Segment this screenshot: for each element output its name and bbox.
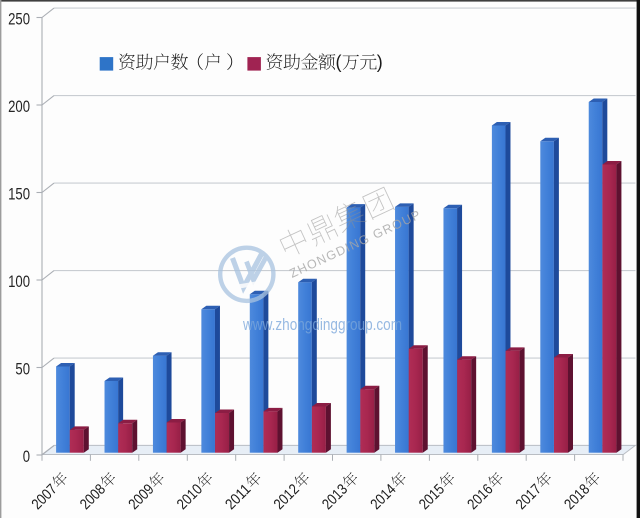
svg-text:250: 250	[8, 10, 30, 29]
svg-text:50: 50	[15, 360, 30, 379]
svg-text:0: 0	[23, 447, 30, 466]
svg-text:(: (	[336, 52, 342, 72]
svg-text:200: 200	[8, 97, 30, 116]
svg-text:www.zhongdinggroup.com: www.zhongdinggroup.com	[242, 315, 402, 334]
svg-text:150: 150	[8, 185, 30, 204]
svg-text:): )	[377, 52, 383, 72]
svg-text:100: 100	[8, 272, 30, 291]
